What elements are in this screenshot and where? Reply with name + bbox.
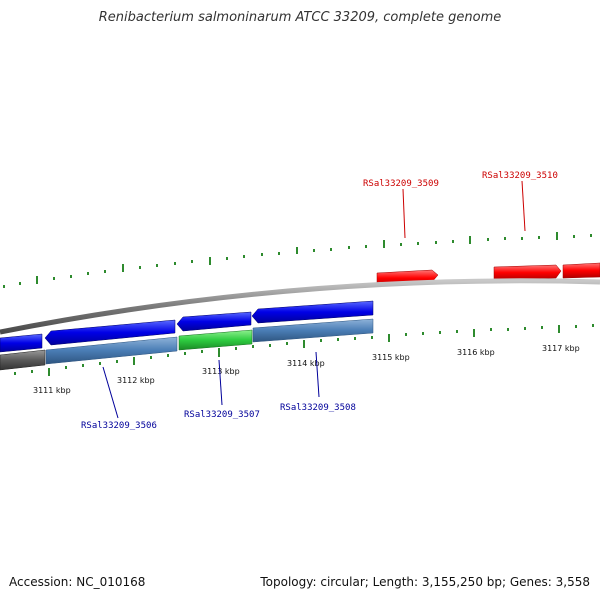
outer-tick-row	[3, 232, 592, 288]
map-title: Renibacterium salmoninarum ATCC 33209, c…	[98, 10, 502, 25]
gene-blue-4[interactable]	[251, 300, 374, 324]
gene-label-rsal33209-3510[interactable]: RSal33209_3510	[482, 171, 558, 181]
gene-blue-2[interactable]	[44, 319, 176, 346]
feature-rsal33209-3507[interactable]	[178, 329, 253, 351]
tick-label-3114: 3114 kbp	[287, 359, 325, 368]
reverse-genes	[0, 300, 374, 353]
tick-label-3111: 3111 kbp	[33, 386, 71, 395]
tick-label-3112: 3112 kbp	[117, 376, 155, 385]
genome-summary: Topology: circular; Length: 3,155,250 bp…	[260, 575, 590, 589]
gene-label-rsal33209-3508[interactable]: RSal33209_3508	[280, 403, 356, 413]
tick-label-3117: 3117 kbp	[542, 344, 580, 353]
gene-blue-3[interactable]	[176, 311, 252, 332]
accession-label: Accession: NC_010168	[9, 575, 146, 589]
gene-red-partial[interactable]	[562, 262, 600, 279]
tick-label-3115: 3115 kbp	[372, 353, 410, 362]
gene-label-rsal33209-3507[interactable]: RSal33209_3507	[184, 410, 260, 420]
tick-label-3116: 3116 kbp	[457, 348, 495, 357]
genome-backbone	[0, 278, 600, 335]
reverse-gene-labels: RSal33209_3506 RSal33209_3507 RSal33209_…	[81, 351, 356, 431]
feature-gray[interactable]	[0, 349, 46, 371]
feature-rsal33209-3508[interactable]	[252, 318, 374, 343]
forward-gene-labels: RSal33209_3509 RSal33209_3510	[363, 171, 558, 239]
tick-labels: 3111 kbp 3112 kbp 3113 kbp 3114 kbp 3115…	[33, 344, 580, 395]
feature-rsal33209-3506[interactable]	[45, 336, 178, 365]
gene-label-rsal33209-3509[interactable]: RSal33209_3509	[363, 179, 439, 189]
feature-band	[0, 318, 374, 371]
tick-label-3113: 3113 kbp	[202, 367, 240, 376]
gene-label-rsal33209-3506[interactable]: RSal33209_3506	[81, 421, 157, 431]
gene-blue-1[interactable]	[0, 333, 43, 353]
inner-tick-row	[14, 324, 594, 376]
gene-rsal33209-3510[interactable]	[493, 264, 562, 281]
